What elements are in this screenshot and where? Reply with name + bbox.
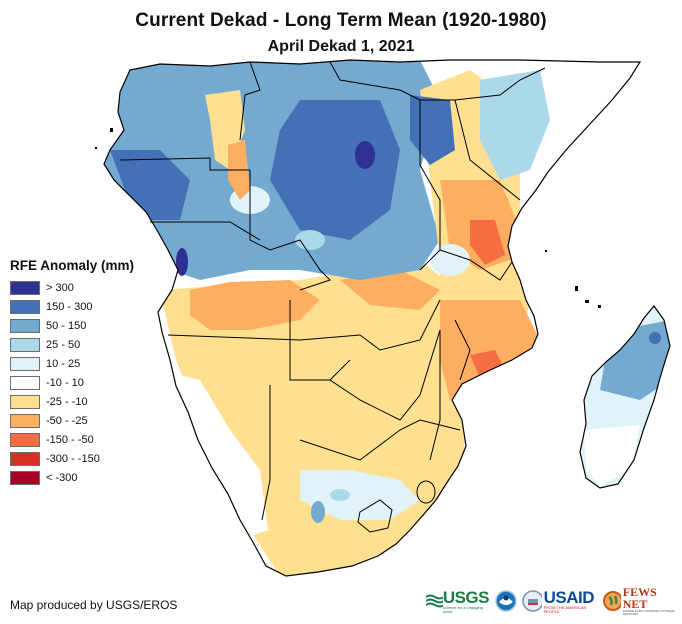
legend-item: 150 - 300 (10, 297, 134, 316)
legend-item: 50 - 150 (10, 316, 134, 335)
legend-item: -25 - -10 (10, 392, 134, 411)
border-angola-north (150, 221, 261, 241)
border-angola-south (167, 334, 361, 341)
madagascar-anomaly-layer (580, 306, 670, 488)
region-highveld-spot2 (330, 489, 350, 501)
island-comoros-1 (585, 300, 589, 303)
island-bioko (110, 128, 113, 132)
legend-label: 10 - 25 (46, 357, 81, 370)
region-mozambique-dry (440, 300, 540, 400)
border-congo-drc (249, 170, 331, 291)
anomaly-map (95, 59, 671, 577)
legend-title: RFE Anomaly (mm) (10, 258, 135, 273)
credit-text: Map produced by USGS/EROS (10, 598, 178, 612)
legend-item: > 300 (10, 278, 134, 297)
border-kenya-uganda (420, 99, 521, 201)
mainland-anomaly-layer (104, 60, 640, 576)
legend-label: -300 - -150 (46, 452, 100, 465)
region-tanzania-severe (470, 220, 505, 265)
legend-swatch (10, 299, 40, 314)
usgs-tagline: science for a changing world (442, 604, 483, 614)
island-seychelles (575, 286, 578, 291)
legend-item: -50 - -25 (10, 411, 134, 430)
map-subtitle: April Dekad 1, 2021 (267, 38, 415, 55)
region-uganda-wet (410, 95, 455, 165)
legend-swatch (10, 356, 40, 371)
usgs-logo: USGS science for a changing world (426, 589, 490, 614)
region-madagascar-max (649, 332, 661, 344)
fewsnet-wordmark: FEWS NET (622, 585, 657, 611)
region-congo-core (270, 100, 400, 240)
fewsnet-tagline: FAMINE EARLY WARNING SYSTEMS NETWORK (622, 609, 675, 616)
map-title: Current Dekad - Long Term Mean (1920-198… (135, 10, 547, 31)
usaid-seal-icon (522, 590, 542, 612)
legend-label: < -300 (46, 471, 78, 484)
legend-swatch (10, 394, 40, 409)
border-malawi (454, 319, 471, 381)
region-angola-dry (190, 280, 320, 330)
region-angola-coast-max (176, 248, 188, 276)
legend-swatch (10, 413, 40, 428)
island-comoros-2 (598, 305, 601, 308)
border-eswatini (416, 480, 436, 504)
border-namibia-botswana (261, 385, 271, 521)
legend-label: -50 - -25 (46, 414, 88, 427)
legend-swatch (10, 375, 40, 390)
border-mozambique (429, 330, 441, 461)
legend-label: -25 - -10 (46, 395, 88, 408)
legend-swatch (10, 318, 40, 333)
border-tanzania-south (439, 249, 513, 281)
usaid-wordmark: USAID (543, 587, 595, 607)
island-sao-tome (95, 147, 97, 149)
border-sudan (329, 61, 421, 101)
legend-swatch (10, 337, 40, 352)
border-south-africa-north (299, 419, 461, 461)
region-somalia-wet (480, 70, 550, 180)
legend-item: -150 - -50 (10, 430, 134, 449)
region-drc-max (355, 141, 375, 169)
legend-label: -150 - -50 (46, 433, 94, 446)
border-zimbabwe (329, 329, 441, 421)
legend-label: > 300 (46, 281, 74, 294)
legend-item: -300 - -150 (10, 449, 134, 468)
region-east-pale (430, 244, 470, 276)
legend-label: -10 - 10 (46, 376, 84, 389)
usaid-tagline: FROM THE AMERICAN PEOPLE (543, 604, 587, 614)
islands (95, 128, 601, 308)
noaa-logo (495, 590, 517, 612)
legend-swatch (10, 280, 40, 295)
legend-swatch (10, 432, 40, 447)
legend-label: 150 - 300 (46, 300, 93, 313)
legend-label: 25 - 50 (46, 338, 81, 351)
legend-item: < -300 (10, 468, 134, 487)
legend-swatch (10, 470, 40, 485)
border-drc-east (419, 100, 441, 271)
border-ethiopia (454, 67, 546, 101)
island-zanzibar (545, 250, 547, 252)
partner-logos: USGS science for a changing world USAID … (426, 586, 682, 616)
noaa-emblem-icon (495, 590, 517, 612)
fewsnet-globe-icon (602, 591, 621, 611)
fewsnet-logo: FEWS NET FAMINE EARLY WARNING SYSTEMS NE… (602, 586, 682, 616)
region-highveld-wet (300, 470, 420, 520)
usgs-wordmark: USGS (442, 587, 490, 607)
region-highveld-spot (311, 501, 325, 523)
usgs-wave-icon (426, 594, 443, 608)
region-gabon-coast (110, 150, 190, 220)
region-madagascar-south (584, 425, 640, 486)
legend-item: -10 - 10 (10, 373, 134, 392)
region-zambia-dry (340, 270, 440, 310)
legend-swatch (10, 451, 40, 466)
country-borders (119, 61, 546, 533)
border-zambia (359, 299, 441, 351)
usaid-logo: USAID FROM THE AMERICAN PEOPLE (522, 589, 596, 614)
legend-label: 50 - 150 (46, 319, 87, 332)
legend-item: 25 - 50 (10, 335, 134, 354)
border-cameroon-gabon (119, 157, 250, 171)
legend-item: 10 - 25 (10, 354, 134, 373)
border-car (239, 61, 261, 141)
legend: RFE Anomaly (mm) > 300 150 - 300 50 - 150 2… (10, 258, 134, 487)
region-congo-pale2 (295, 230, 325, 250)
border-lesotho (357, 499, 393, 533)
